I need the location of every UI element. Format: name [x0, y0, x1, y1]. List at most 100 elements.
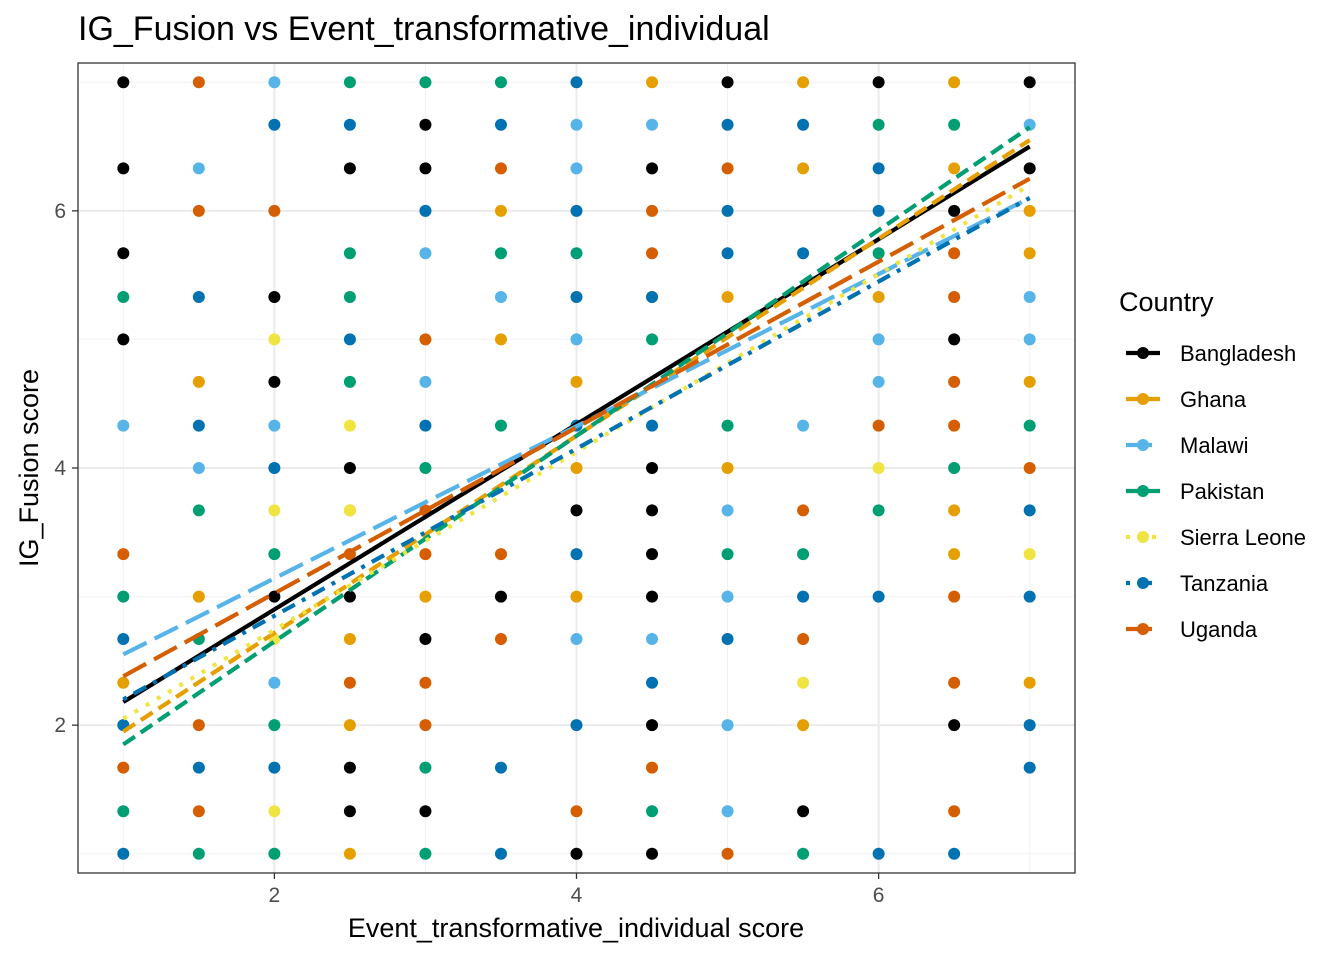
data-point: [570, 504, 583, 517]
data-point: [721, 76, 734, 89]
data-point: [343, 76, 356, 89]
data-point: [192, 419, 205, 432]
data-point: [797, 162, 810, 175]
data-point: [419, 676, 432, 689]
data-point: [721, 118, 734, 131]
data-point: [343, 247, 356, 260]
data-point: [570, 633, 583, 645]
data-point: [646, 504, 659, 517]
data-point: [117, 548, 130, 561]
data-point: [721, 805, 734, 818]
data-point: [192, 462, 205, 474]
data-point: [192, 847, 205, 860]
data-point: [1023, 247, 1036, 260]
data-point: [343, 761, 356, 774]
data-point: [797, 548, 810, 561]
data-point: [1023, 676, 1036, 689]
data-point: [797, 76, 810, 89]
data-point: [1023, 548, 1036, 561]
data-point: [948, 333, 961, 346]
data-point: [419, 761, 432, 774]
data-point: [948, 504, 961, 517]
x-tick-label: 6: [873, 884, 885, 907]
data-point: [494, 419, 507, 432]
data-point: [646, 419, 659, 432]
data-point: [646, 462, 659, 474]
y-axis-label: IG_Fusion score: [14, 369, 44, 567]
data-point: [343, 291, 356, 303]
data-point: [343, 419, 356, 432]
data-point: [117, 291, 130, 303]
legend-label: Tanzania: [1180, 571, 1269, 596]
data-point: [419, 419, 432, 432]
data-point: [646, 247, 659, 260]
data-point: [948, 247, 961, 260]
data-point: [192, 204, 205, 217]
data-point: [646, 291, 659, 303]
fit-line-tanzania: [122, 196, 1031, 702]
data-point: [268, 761, 281, 774]
data-point: [948, 162, 961, 175]
data-point: [646, 805, 659, 818]
data-point: [494, 162, 507, 175]
data-point: [343, 847, 356, 860]
legend-label: Uganda: [1180, 617, 1258, 642]
data-point: [570, 375, 583, 388]
data-point: [570, 590, 583, 603]
data-point: [192, 504, 205, 517]
data-point: [343, 805, 356, 818]
data-point: [872, 291, 885, 303]
data-point: [1023, 333, 1036, 346]
legend-item-bangladesh: Bangladesh: [1126, 341, 1296, 366]
data-point: [948, 847, 961, 860]
data-point: [117, 676, 130, 689]
series-points-sierra-leone: [268, 333, 1036, 818]
legend-key-point: [1137, 485, 1149, 497]
data-point: [797, 419, 810, 432]
data-point: [570, 162, 583, 175]
data-point: [948, 375, 961, 388]
data-point: [117, 805, 130, 818]
data-point: [1023, 504, 1036, 517]
legend-label: Malawi: [1180, 433, 1248, 458]
data-point: [570, 548, 583, 561]
data-point: [872, 375, 885, 388]
data-point: [570, 847, 583, 860]
data-point: [1023, 162, 1036, 175]
y-tick-label: 4: [54, 457, 66, 480]
data-point: [721, 590, 734, 603]
data-point: [419, 247, 432, 260]
data-point: [948, 805, 961, 818]
data-point: [494, 118, 507, 131]
data-point: [1023, 719, 1036, 732]
data-point: [343, 462, 356, 474]
data-point: [570, 462, 583, 474]
data-point: [419, 590, 432, 603]
data-point: [192, 291, 205, 303]
data-point: [419, 162, 432, 175]
data-point: [268, 419, 281, 432]
legend: Country Bangladesh Ghana Malawi Pakistan Sie…: [1119, 287, 1306, 642]
data-point: [1023, 204, 1036, 217]
data-point: [948, 719, 961, 732]
data-point: [1023, 761, 1036, 774]
legend-label: Sierra Leone: [1180, 525, 1306, 550]
data-point: [268, 847, 281, 860]
data-point: [646, 761, 659, 774]
data-point: [192, 76, 205, 89]
data-point: [721, 247, 734, 260]
data-point: [948, 76, 961, 89]
data-point: [268, 805, 281, 818]
data-point: [948, 419, 961, 432]
data-point: [1023, 375, 1036, 388]
data-point: [268, 118, 281, 131]
data-point: [268, 333, 281, 346]
data-point: [268, 548, 281, 561]
data-point: [268, 719, 281, 732]
data-point: [872, 847, 885, 860]
data-point: [797, 118, 810, 131]
data-point: [268, 76, 281, 89]
data-point: [117, 419, 130, 432]
data-point: [721, 548, 734, 561]
data-point: [268, 462, 281, 474]
